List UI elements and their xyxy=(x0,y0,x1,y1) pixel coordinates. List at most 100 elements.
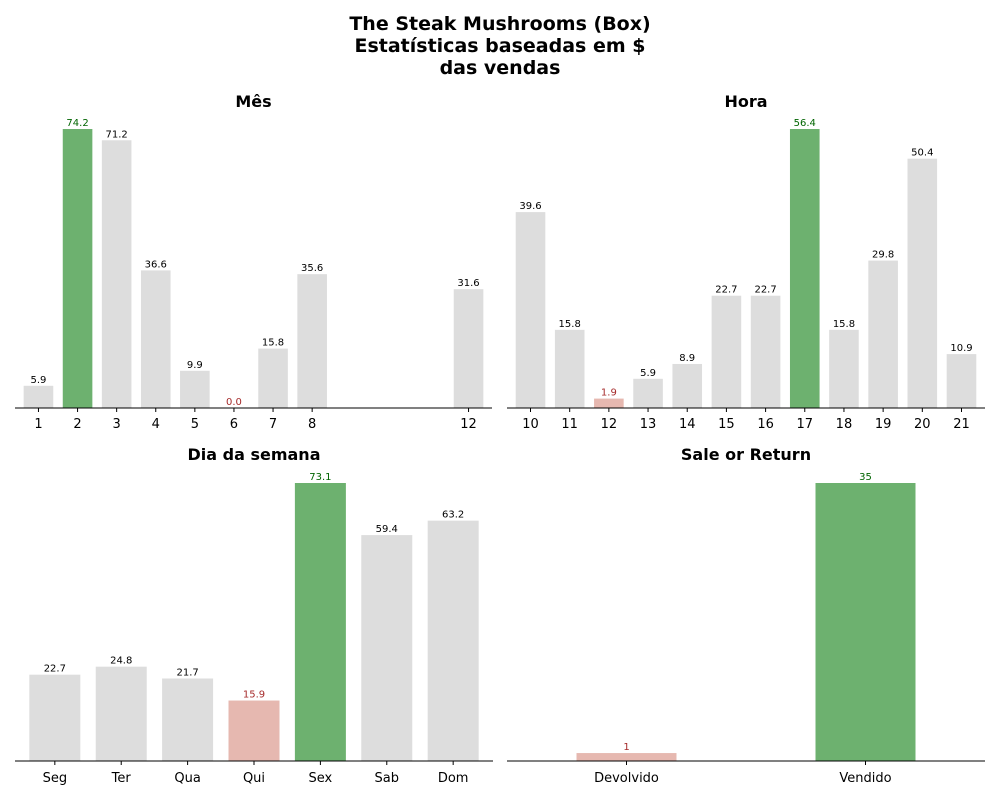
bar xyxy=(554,329,585,408)
bar xyxy=(576,753,677,761)
bar xyxy=(427,520,479,761)
data-label: 74.2 xyxy=(66,118,88,129)
bar xyxy=(815,483,916,761)
tick-label: Sex xyxy=(309,771,333,786)
bar xyxy=(594,398,624,408)
tick-label: 15 xyxy=(718,417,735,432)
bar xyxy=(361,535,413,761)
tick-label: 3 xyxy=(113,417,121,432)
tick-label: Dom xyxy=(438,771,469,786)
bar xyxy=(297,274,327,408)
data-label: 15.8 xyxy=(262,338,284,349)
data-label: 22.7 xyxy=(44,664,66,675)
bar xyxy=(62,129,93,408)
tick-label: 17 xyxy=(796,417,813,432)
tick-label: 2 xyxy=(73,417,81,432)
tick-label: Seg xyxy=(43,771,68,786)
figure-title-line-2: Estatísticas baseadas em $ xyxy=(354,35,646,57)
data-label: 22.7 xyxy=(754,285,776,296)
panel-title: Hora xyxy=(724,92,767,111)
tick-label: 10 xyxy=(522,417,539,432)
data-label: 31.6 xyxy=(457,278,479,289)
tick-label: 13 xyxy=(640,417,657,432)
data-label: 29.8 xyxy=(872,250,894,261)
data-label: 56.4 xyxy=(794,118,816,129)
tick-label: 5 xyxy=(191,417,199,432)
data-label: 36.6 xyxy=(145,259,167,270)
data-label: 15.9 xyxy=(243,690,265,701)
tick-label: 4 xyxy=(152,417,160,432)
tick-label: 7 xyxy=(269,417,277,432)
tick-label: Ter xyxy=(111,771,132,786)
bar xyxy=(180,370,210,408)
panel-title: Dia da semana xyxy=(188,445,321,464)
data-label: 35 xyxy=(859,472,872,483)
tick-label: 11 xyxy=(561,417,578,432)
panel-hora: Hora 39.6 10 15.8 11 1.9 12 5.9 13 8.9 14 22.7 15 22.… xyxy=(507,92,985,432)
panel-mes: Mês 5.9 1 74.2 2 71.2 3 36.6 4 9.9 5 0.0 6 15.8 7 35.6 8… xyxy=(15,92,492,432)
tick-label: 16 xyxy=(757,417,774,432)
tick-label: 14 xyxy=(679,417,696,432)
bar xyxy=(101,140,132,408)
tick-label: 6 xyxy=(230,417,238,432)
data-label: 59.4 xyxy=(376,524,398,535)
bar xyxy=(162,678,214,761)
tick-label: 8 xyxy=(308,417,316,432)
bar xyxy=(829,329,859,408)
bar xyxy=(907,158,938,408)
bar xyxy=(258,348,288,408)
bar xyxy=(29,674,81,761)
data-label: 15.8 xyxy=(833,319,855,330)
tick-label: Vendido xyxy=(839,771,891,786)
data-label: 21.7 xyxy=(176,667,198,678)
data-label: 24.8 xyxy=(110,656,132,667)
panel-title: Sale or Return xyxy=(681,445,811,464)
bar xyxy=(789,129,820,408)
data-label: 35.6 xyxy=(301,263,323,274)
tick-label: Devolvido xyxy=(594,771,659,786)
bar xyxy=(515,212,546,408)
bar xyxy=(750,295,781,408)
tick-label: Qua xyxy=(174,771,200,786)
bar xyxy=(23,385,54,408)
tick-label: 1 xyxy=(34,417,42,432)
data-label: 10.9 xyxy=(950,343,972,354)
data-label: 50.4 xyxy=(911,148,933,159)
data-label: 0.0 xyxy=(226,397,242,408)
tick-label: 20 xyxy=(914,417,931,432)
bar xyxy=(672,363,703,408)
data-label: 5.9 xyxy=(640,368,656,379)
bar xyxy=(140,270,171,408)
data-label: 5.9 xyxy=(31,375,47,386)
data-label: 73.1 xyxy=(309,472,331,483)
data-label: 39.6 xyxy=(519,201,541,212)
data-label: 9.9 xyxy=(187,360,203,371)
data-label: 8.9 xyxy=(679,353,695,364)
bar xyxy=(453,289,484,408)
tick-label: Sab xyxy=(375,771,399,786)
bar xyxy=(95,666,147,761)
bar xyxy=(711,295,742,408)
data-label: 15.8 xyxy=(559,319,581,330)
tick-label: 12 xyxy=(601,417,618,432)
tick-label: 21 xyxy=(953,417,970,432)
figure-title-line-1: The Steak Mushrooms (Box) xyxy=(349,13,651,35)
data-label: 1.9 xyxy=(601,388,617,399)
bar xyxy=(946,354,977,408)
panel-title: Mês xyxy=(235,92,271,111)
data-label: 1 xyxy=(623,742,629,753)
data-label: 63.2 xyxy=(442,510,464,521)
data-label: 22.7 xyxy=(715,285,737,296)
panel-dia-da-semana: Dia da semana 22.7 Seg 24.8 Ter 21.7 Qua 15.9 Qu… xyxy=(15,445,493,786)
figure-title-line-3: das vendas xyxy=(439,57,561,79)
tick-label: 18 xyxy=(836,417,853,432)
tick-label: 19 xyxy=(875,417,892,432)
tick-label: 12 xyxy=(460,417,477,432)
bar xyxy=(294,483,346,761)
bar xyxy=(228,700,280,761)
tick-label: Qui xyxy=(243,771,265,786)
bar xyxy=(633,378,663,408)
panel-sale-or-return: Sale or Return 1 Devolvido 35 Vendido xyxy=(507,445,985,786)
